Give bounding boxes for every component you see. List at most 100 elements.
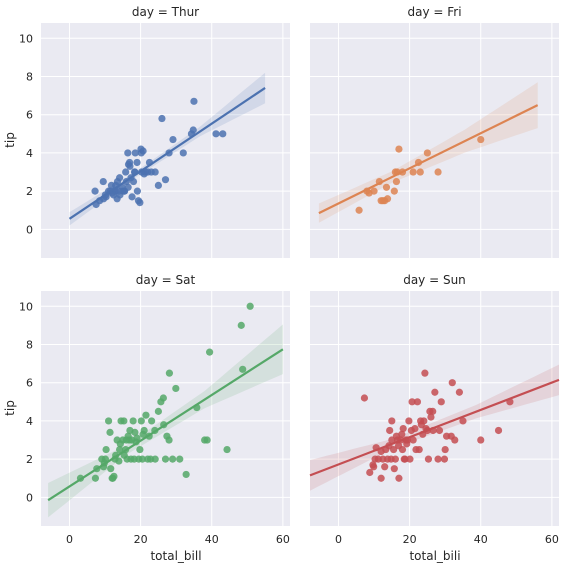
data-point-sun [381, 463, 389, 471]
panel-title-sun: day = Sun [403, 273, 466, 287]
data-point-sat [140, 426, 148, 435]
data-point-sat [148, 417, 156, 425]
data-point-sat [182, 470, 190, 479]
data-point-thur [190, 97, 198, 105]
data-point-thur [129, 177, 138, 186]
data-point-thur [107, 181, 116, 189]
data-point-thur [151, 168, 159, 176]
x-tick-label-sun: 40 [474, 533, 488, 546]
confidence-band-sat [48, 324, 283, 518]
y-tick-label-sat: 6 [26, 377, 33, 390]
data-point-sat [206, 348, 214, 356]
plot-background-thur [41, 23, 290, 258]
y-tick-label-sat: 4 [26, 415, 33, 428]
data-point-sat [165, 436, 173, 444]
data-point-fri [395, 145, 403, 153]
y-tick-label-sat: 10 [19, 300, 33, 313]
data-point-sun [413, 398, 422, 406]
panel-sun: day = Sun 0 20 40 60 [309, 273, 560, 546]
plot-background-fri [310, 23, 559, 258]
panel-sat: day = Sat 0 2 4 6 8 10 0 20 40 60 [19, 273, 290, 546]
data-point-sun [374, 455, 382, 463]
data-point-thur [169, 135, 177, 144]
data-point-sun [398, 430, 406, 438]
data-point-sun [412, 445, 420, 454]
data-point-fri [370, 187, 378, 195]
data-point-sat [120, 417, 128, 425]
data-point-sun [411, 424, 419, 433]
data-point-sat [133, 434, 141, 442]
y-tick-label-sat: 0 [26, 491, 33, 504]
data-point-fri [355, 206, 363, 214]
data-point-sat [246, 302, 254, 310]
data-point-thur [128, 193, 136, 201]
y-axis-label-bottom: tip [3, 400, 17, 416]
data-point-thur [137, 149, 145, 157]
data-point-sat [169, 455, 177, 463]
data-point-sun [398, 445, 407, 454]
data-point-sat [116, 445, 124, 454]
data-point-sat [129, 417, 137, 425]
data-point-sat [223, 445, 231, 454]
data-point-sun [386, 426, 394, 435]
panel-fri: day = Fri [310, 5, 559, 258]
x-tick-label-sat: 20 [134, 533, 148, 546]
data-point-thur [122, 168, 130, 176]
data-point-sun [360, 394, 369, 402]
data-point-sun [400, 455, 408, 463]
data-point-thur [124, 183, 132, 191]
panel-title-thur: day = Thur [132, 5, 199, 19]
data-point-sun [395, 474, 403, 482]
data-point-thur [124, 149, 132, 157]
regression-line-thur [68, 87, 266, 220]
data-point-fri [382, 183, 391, 191]
data-point-fri [434, 168, 442, 176]
data-point-sun [421, 369, 429, 377]
data-point-thur [133, 187, 141, 195]
data-point-sun [408, 398, 416, 406]
y-tick-label-thur: 4 [26, 147, 33, 160]
data-point-sun [377, 474, 385, 482]
regression-line-sat [47, 348, 284, 502]
data-point-sun [477, 436, 485, 444]
data-point-sun [424, 455, 433, 463]
data-point-sun [417, 421, 425, 429]
x-axis-label-right: total_bili [409, 549, 460, 563]
data-point-thur [133, 158, 141, 167]
y-tick-label-sat: 8 [26, 338, 33, 351]
data-point-thur [116, 174, 124, 182]
data-point-sun [427, 413, 435, 421]
data-point-sun [390, 465, 398, 473]
data-point-sat [237, 321, 245, 329]
data-point-sat [107, 465, 115, 473]
data-point-sat [91, 474, 100, 482]
data-point-sat [165, 369, 174, 377]
data-point-sat [161, 455, 170, 463]
x-tick-label-sat: 0 [66, 533, 73, 546]
data-point-thur [179, 149, 187, 157]
data-point-sat [154, 407, 162, 415]
data-point-fri [416, 168, 424, 176]
data-point-sun [448, 379, 456, 387]
data-point-sun [388, 417, 396, 425]
data-point-sun [403, 440, 411, 448]
data-point-sun [399, 424, 407, 433]
data-point-sat [104, 417, 113, 425]
data-point-sat [172, 384, 180, 393]
y-tick-label-thur: 0 [26, 223, 33, 236]
data-point-sat [125, 436, 133, 444]
data-point-sat [138, 455, 146, 463]
data-point-sun [370, 463, 378, 471]
data-point-thur [136, 198, 144, 207]
y-tick-label-thur: 2 [26, 185, 33, 198]
data-point-sun [435, 426, 444, 435]
data-point-sun [389, 445, 398, 454]
plot-background-sat [41, 291, 290, 526]
data-point-thur [161, 176, 170, 184]
x-tick-label-sun: 60 [545, 533, 559, 546]
y-tick-label-thur: 6 [26, 109, 33, 122]
data-point-sat [137, 417, 145, 425]
x-tick-label-sun: 0 [335, 533, 342, 546]
data-point-sun [459, 417, 467, 425]
